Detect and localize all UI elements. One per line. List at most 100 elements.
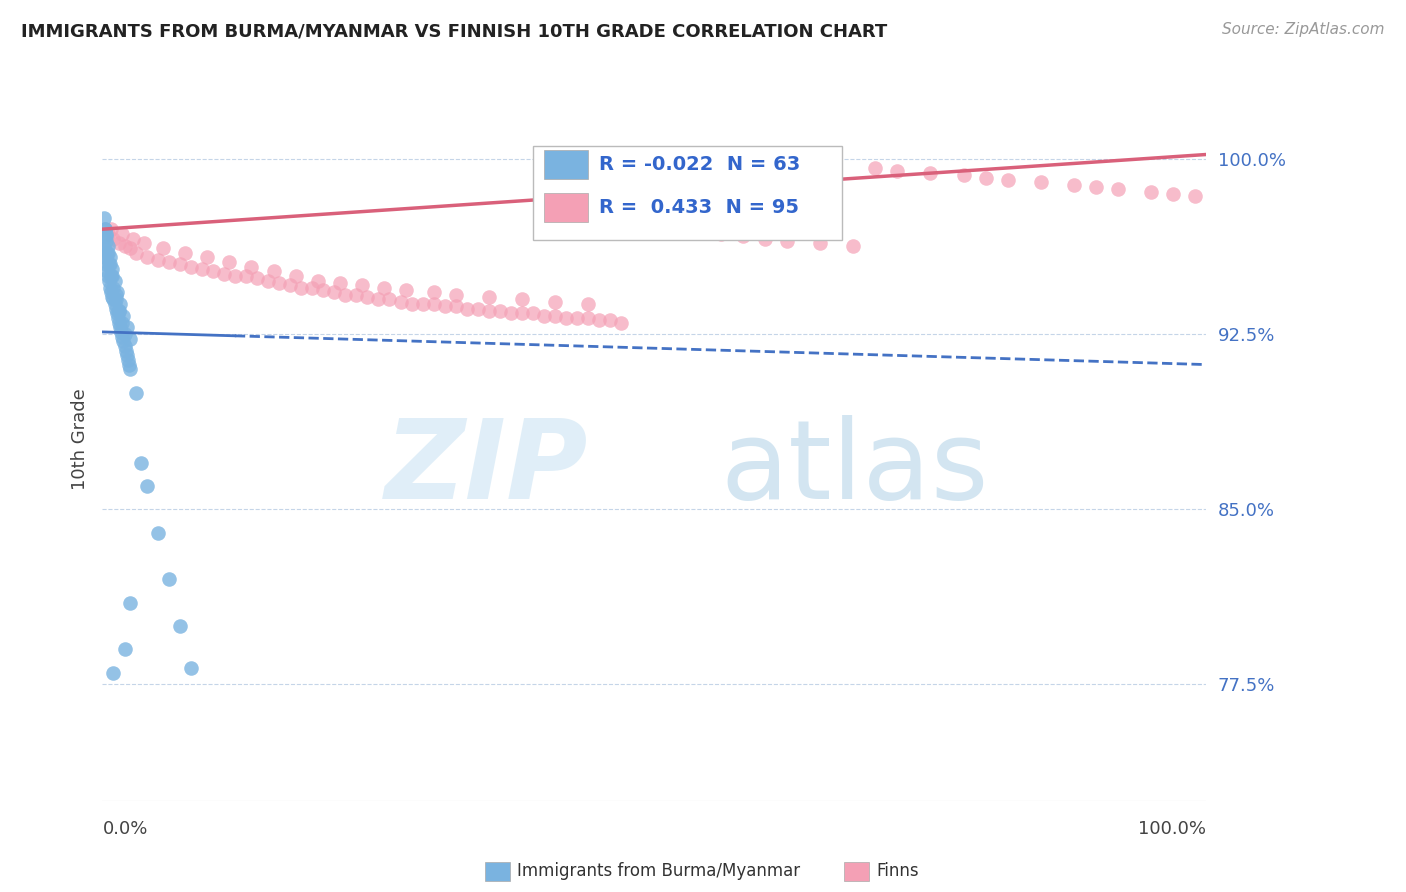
Point — [510, 292, 533, 306]
Point — [478, 304, 501, 318]
Point — [97, 268, 120, 283]
Point — [103, 297, 125, 311]
Point — [576, 297, 599, 311]
Point — [104, 301, 127, 316]
Point — [263, 264, 285, 278]
Text: 0.0%: 0.0% — [103, 820, 148, 838]
Point — [1085, 180, 1108, 194]
Point — [108, 304, 131, 318]
Point — [422, 297, 444, 311]
Point — [101, 290, 124, 304]
Point — [174, 245, 197, 260]
Point — [94, 234, 117, 248]
Point — [621, 218, 644, 232]
Point — [665, 222, 688, 236]
Point — [643, 219, 665, 234]
Point — [323, 285, 346, 300]
Point — [246, 271, 269, 285]
Point — [124, 385, 146, 400]
Point — [101, 261, 124, 276]
Point — [367, 292, 389, 306]
Point — [240, 260, 263, 274]
Point — [257, 274, 280, 288]
Point — [218, 255, 240, 269]
Point — [456, 301, 478, 316]
Point — [122, 231, 145, 245]
Point — [235, 268, 257, 283]
Text: atlas: atlas — [721, 415, 990, 522]
Point — [952, 169, 974, 183]
Point — [444, 299, 467, 313]
Point — [98, 257, 121, 271]
Point — [103, 292, 125, 306]
Point — [111, 316, 134, 330]
Point — [180, 661, 202, 675]
Point — [201, 264, 224, 278]
Point — [105, 306, 128, 320]
Point — [433, 299, 456, 313]
Point — [356, 290, 378, 304]
Point — [422, 285, 444, 300]
Point — [103, 280, 125, 294]
Point — [98, 274, 121, 288]
Point — [93, 222, 115, 236]
Point — [599, 313, 621, 327]
Point — [224, 268, 246, 283]
Point — [191, 261, 214, 276]
Point — [169, 257, 191, 271]
Point — [108, 320, 131, 334]
Point — [290, 280, 312, 294]
Point — [114, 339, 136, 353]
Point — [108, 236, 131, 251]
Point — [344, 287, 367, 301]
Point — [129, 456, 152, 470]
Point — [1184, 189, 1206, 203]
Point — [118, 596, 141, 610]
Point — [108, 304, 131, 318]
Point — [135, 250, 157, 264]
Point — [157, 255, 180, 269]
Point — [401, 297, 423, 311]
Point — [103, 274, 125, 288]
Point — [105, 285, 128, 300]
Point — [104, 292, 127, 306]
Text: Source: ZipAtlas.com: Source: ZipAtlas.com — [1222, 22, 1385, 37]
Point — [842, 238, 865, 252]
Point — [1063, 178, 1085, 192]
Point — [100, 222, 122, 236]
Text: ZIP: ZIP — [385, 415, 588, 522]
Point — [124, 245, 146, 260]
Point — [146, 525, 169, 540]
Point — [489, 304, 512, 318]
Point — [135, 479, 157, 493]
Point — [444, 287, 467, 301]
Point — [1107, 182, 1129, 196]
Point — [93, 250, 115, 264]
Point — [93, 211, 115, 225]
Text: R = -0.022  N = 63: R = -0.022 N = 63 — [599, 155, 800, 174]
Point — [195, 250, 218, 264]
Point — [378, 292, 401, 306]
Point — [118, 332, 141, 346]
Point — [108, 297, 131, 311]
Point — [267, 276, 290, 290]
Point — [544, 294, 567, 309]
Point — [117, 352, 139, 367]
Point — [1029, 176, 1052, 190]
Point — [115, 348, 138, 362]
Point — [100, 268, 122, 283]
Text: Immigrants from Burma/Myanmar: Immigrants from Burma/Myanmar — [517, 862, 800, 880]
Text: Finns: Finns — [876, 862, 918, 880]
Point — [103, 231, 125, 245]
Point — [350, 278, 373, 293]
Point — [93, 222, 115, 236]
Point — [522, 306, 544, 320]
Point — [533, 309, 555, 323]
FancyBboxPatch shape — [544, 194, 588, 222]
Point — [865, 161, 887, 176]
Point — [97, 245, 120, 260]
Point — [98, 250, 121, 264]
Point — [565, 310, 588, 325]
Point — [94, 257, 117, 271]
Point — [180, 260, 202, 274]
